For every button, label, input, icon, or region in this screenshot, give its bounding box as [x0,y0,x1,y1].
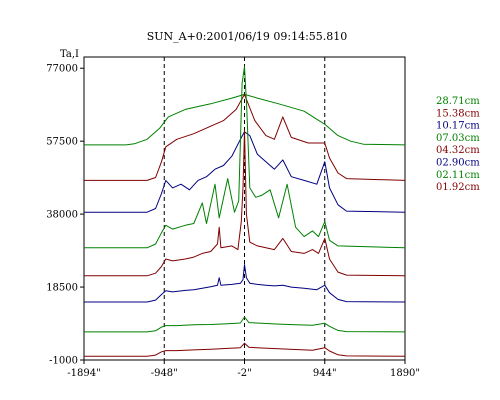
series-line-4 [84,129,406,277]
series-line-5 [84,264,406,303]
y-tick-label-3: 18500 [46,283,78,294]
legend-entry-1: 15.38cm [436,108,480,119]
legend-entry-4: 04.32cm [436,145,480,156]
x-axis-ticks: -1894" -948" -2" 944" 1890" [67,360,420,379]
series-line-6 [84,316,406,333]
chart-title: SUN_A+0:2001/06/19 09:14:55.810 [147,30,348,43]
x-tick-label-0: -1894" [67,368,100,379]
legend-entry-6: 02.11cm [436,170,480,181]
series-line-1 [84,93,406,181]
series-line-7 [84,342,406,357]
x-tick-label-3: 944" [313,368,337,379]
x-tick-label-1: -948" [151,368,178,379]
legend-entry-2: 10.17cm [436,121,480,132]
x-tick-label-4: 1890" [390,368,420,379]
series-line-2 [84,131,406,213]
x-tick-label-2: -2" [237,368,251,379]
y-tick-label-2: 38000 [46,210,78,221]
series-line-3 [84,65,406,249]
series-lines [84,65,406,357]
y-tick-label-4: -1000 [49,356,78,367]
vertical-markers [163,57,326,360]
y-axis-ticks: 77000 57500 38000 18500 -1000 [46,64,84,367]
legend-entry-0: 28.71cm [436,96,480,107]
legend-entry-5: 02.90cm [436,158,480,169]
y-axis-label: Ta,I [60,49,79,60]
series-line-0 [84,93,406,146]
y-tick-label-0: 77000 [46,64,78,75]
legend-entry-7: 01.92cm [436,182,480,193]
y-tick-label-1: 57500 [46,137,78,148]
legend-entry-3: 07.03cm [436,133,480,144]
